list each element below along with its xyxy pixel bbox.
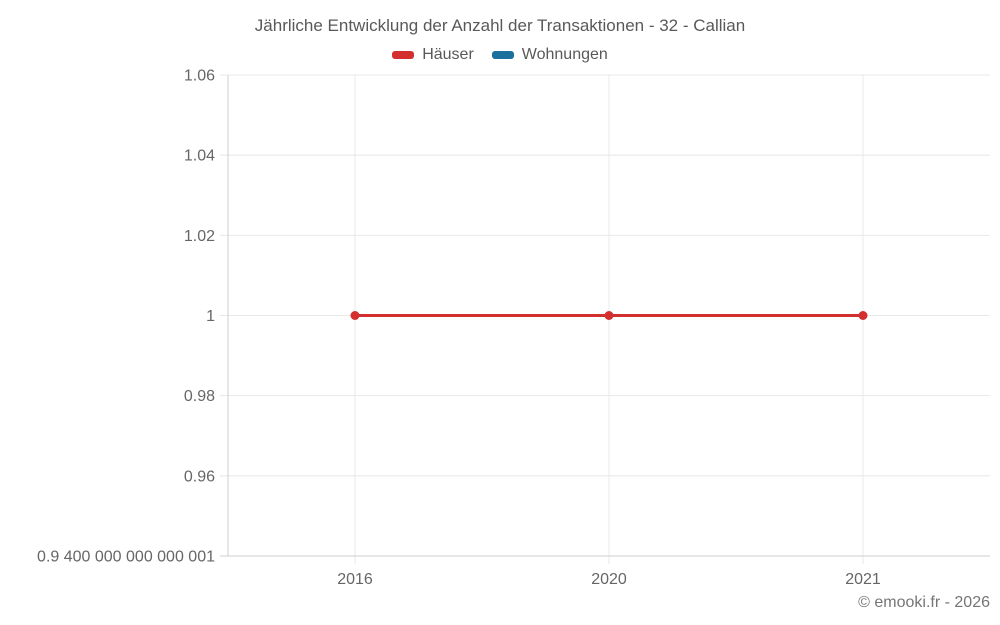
y-tick-label: 0.98 (184, 388, 215, 405)
chart-footer-watermark: © emooki.fr - 2026 (858, 594, 990, 611)
x-tick-label: 2020 (591, 571, 627, 588)
y-tick-label: 1.02 (184, 228, 215, 245)
y-tick-label: 1.06 (184, 68, 215, 85)
y-tick-label: 1.04 (184, 148, 215, 165)
data-point (604, 311, 614, 320)
legend-swatch-icon (392, 51, 415, 59)
legend-label: Häuser (422, 46, 474, 63)
data-point (858, 311, 868, 320)
legend-item-hauser[interactable]: Häuser (392, 46, 474, 64)
x-tick-label: 2021 (845, 571, 881, 588)
legend-label: Wohnungen (521, 46, 608, 63)
chart-title: Jährliche Entwicklung der Anzahl der Tra… (254, 16, 746, 35)
x-tick-label: 2016 (337, 571, 373, 588)
y-tick-label: 0.96 (184, 468, 215, 485)
legend-swatch-icon (491, 51, 514, 59)
y-tick-label: 0.9 400 000 000 000 001 (37, 549, 215, 566)
legend-item-wohnungen[interactable]: Wohnungen (491, 46, 608, 64)
chart-legend: Häuser Wohnungen (0, 46, 1000, 64)
y-tick-label: 1 (206, 308, 215, 325)
data-point (350, 311, 360, 320)
